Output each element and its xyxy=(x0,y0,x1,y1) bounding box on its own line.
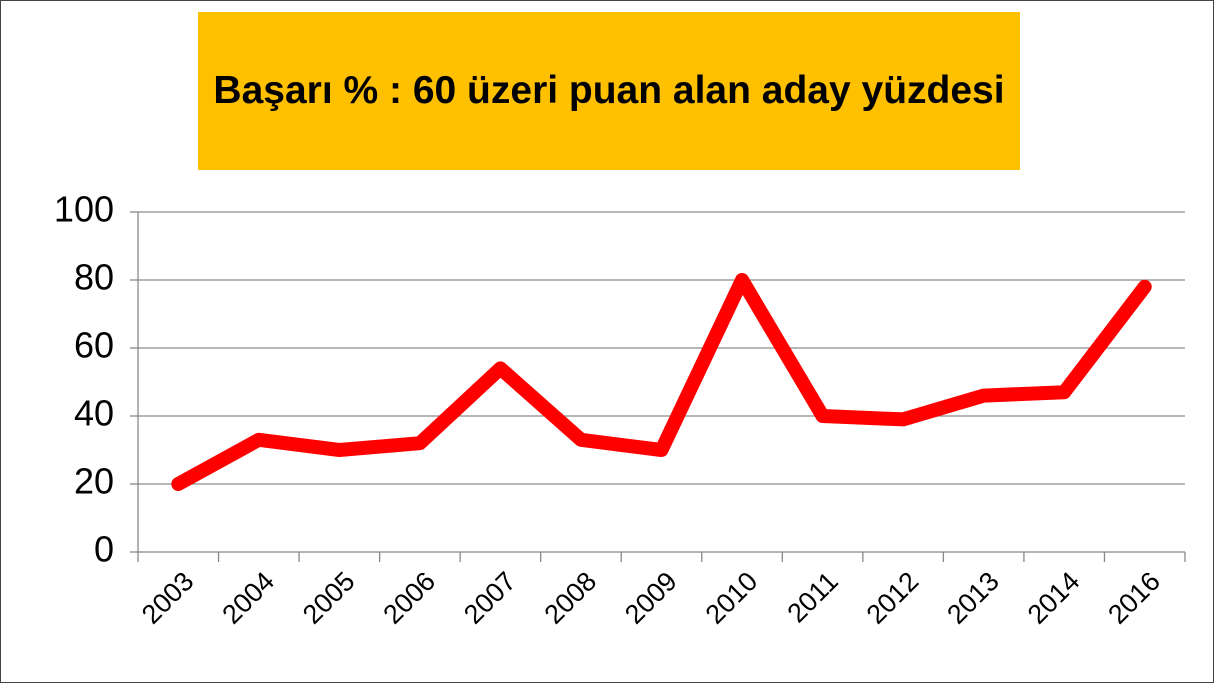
x-tick-label: 2004 xyxy=(216,566,280,630)
x-tick-label: 2013 xyxy=(941,566,1005,630)
x-tick-label: 2009 xyxy=(619,566,683,630)
x-tick-label: 2012 xyxy=(861,566,925,630)
data-line xyxy=(171,273,1152,491)
y-tick-label: 100 xyxy=(54,189,114,230)
y-tick-label: 80 xyxy=(74,257,114,298)
y-tick-label: 20 xyxy=(74,461,114,502)
x-tick-label: 2010 xyxy=(700,566,764,630)
y-tick-label: 40 xyxy=(74,393,114,434)
x-tick-label: 2003 xyxy=(136,566,200,630)
x-tick-label: 2005 xyxy=(297,566,361,630)
y-tick-label: 60 xyxy=(74,325,114,366)
x-tick-label: 2007 xyxy=(458,566,522,630)
x-tick-label: 2008 xyxy=(539,566,603,630)
x-tick-label: 2011 xyxy=(782,566,844,628)
y-tick-label: 0 xyxy=(94,529,114,570)
chart-title: Başarı % : 60 üzeri puan alan aday yüzde… xyxy=(198,12,1020,170)
x-tick-label: 2014 xyxy=(1022,566,1086,630)
x-tick-label: 2006 xyxy=(377,566,441,630)
x-tick-label: 2016 xyxy=(1102,566,1166,630)
